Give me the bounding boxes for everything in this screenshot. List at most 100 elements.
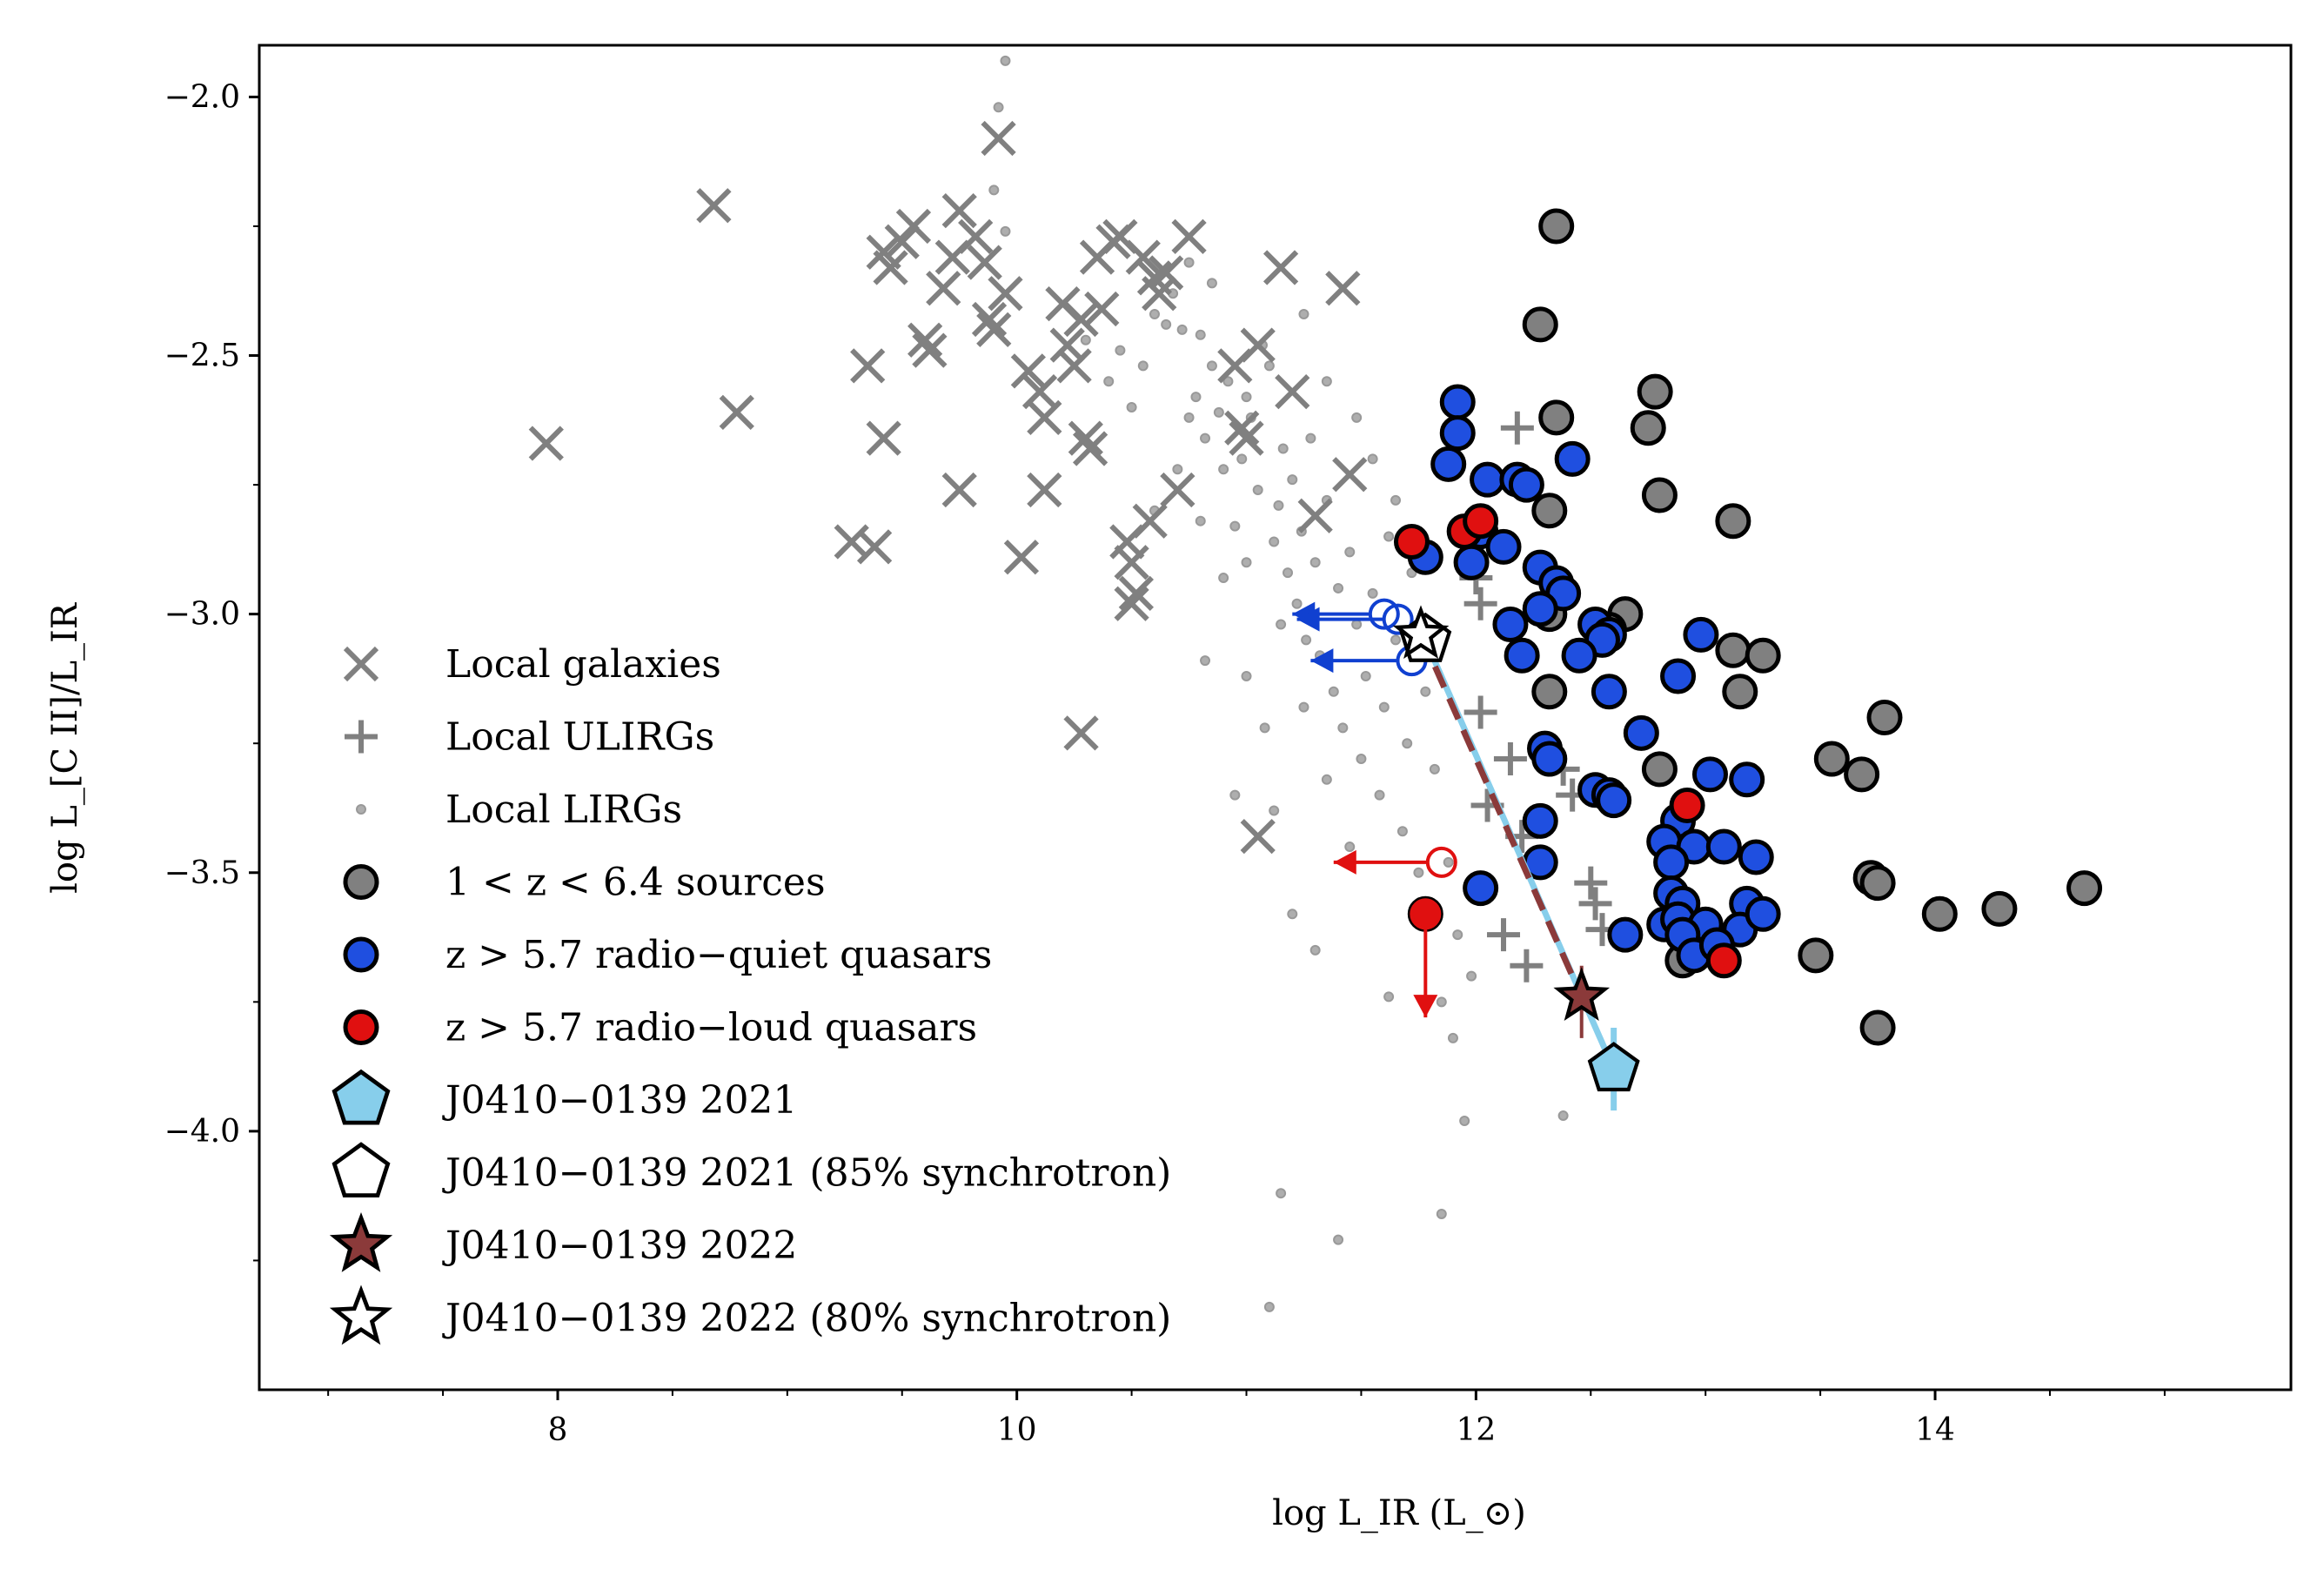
data-point — [1229, 420, 1264, 456]
data-point — [1866, 700, 1903, 735]
data-point — [1844, 756, 1880, 793]
series-j0410-0139-2022-80-synchrotron- — [1392, 605, 1450, 659]
x-stroke — [1068, 420, 1103, 456]
data-point — [1351, 619, 1363, 630]
data-point — [981, 120, 1016, 157]
data-point — [1738, 839, 1774, 875]
data-point — [1010, 353, 1046, 389]
data-point — [1269, 536, 1280, 547]
data-point — [1439, 384, 1476, 420]
data-point — [1715, 632, 1751, 668]
data-point — [1027, 472, 1062, 508]
y-tick-label: −2.0 — [164, 79, 240, 115]
x-stroke — [1027, 399, 1062, 435]
x-stroke — [1240, 819, 1276, 855]
data-point — [1252, 485, 1263, 496]
data-point — [1337, 722, 1349, 734]
data-point — [1171, 218, 1207, 254]
data-point — [1298, 309, 1309, 319]
data-point — [1161, 319, 1172, 330]
data-point — [1522, 802, 1558, 839]
x-stroke — [907, 322, 943, 358]
data-point — [1142, 276, 1177, 312]
data-point — [1623, 714, 1659, 751]
data-point — [967, 245, 1002, 280]
legend-item: J0410−0139 2021 — [332, 1069, 797, 1125]
legend-marker — [343, 646, 379, 682]
data-point — [1436, 996, 1447, 1008]
data-point — [1103, 376, 1115, 387]
data-point — [1574, 866, 1608, 900]
data-point — [1277, 443, 1289, 454]
legend-label: Local LIRGs — [445, 788, 682, 832]
x-stroke — [1027, 472, 1062, 508]
data-point — [1344, 547, 1356, 558]
x-stroke — [866, 234, 901, 270]
data-point — [1745, 895, 1781, 932]
x-stroke — [1056, 348, 1092, 384]
x-stroke — [912, 332, 948, 368]
data-point — [1218, 573, 1229, 584]
data-point — [1301, 634, 1312, 646]
x-stroke — [343, 646, 379, 682]
data-point — [1669, 788, 1705, 824]
data-point — [1309, 557, 1321, 568]
series-local-galaxies — [528, 120, 1368, 855]
data-point — [1072, 431, 1108, 466]
data-point — [1125, 239, 1161, 275]
data-point — [1596, 782, 1632, 819]
data-point — [1531, 741, 1568, 777]
x-stroke — [1275, 374, 1310, 410]
data-point — [1538, 399, 1575, 436]
data-point — [1715, 503, 1751, 540]
data-point — [1485, 528, 1522, 565]
x-stroke — [1114, 545, 1149, 580]
data-point — [1114, 586, 1149, 621]
data-point — [1262, 250, 1299, 285]
x-stroke — [1160, 472, 1195, 508]
data-point — [1241, 392, 1252, 403]
data-point — [1003, 540, 1040, 575]
data-point — [1118, 575, 1154, 612]
data-point — [1291, 598, 1303, 609]
x-stroke — [1063, 301, 1099, 338]
data-point — [941, 193, 977, 229]
data-point — [1183, 257, 1195, 268]
data-point — [696, 188, 732, 224]
data-point — [1859, 865, 1896, 902]
data-point — [1538, 208, 1575, 245]
x-stroke — [941, 472, 977, 508]
data-point — [1328, 686, 1339, 697]
data-point — [1276, 619, 1287, 630]
data-point — [1236, 453, 1248, 465]
x-stroke — [1171, 218, 1207, 254]
data-point — [1183, 412, 1195, 423]
legend-label: J0410−0139 2022 (80% synchrotron) — [442, 1297, 1171, 1341]
x-stroke — [941, 193, 977, 229]
data-point — [1213, 406, 1224, 418]
data-point — [1531, 674, 1568, 710]
x-stroke — [958, 218, 994, 254]
data-point — [1000, 225, 1011, 237]
legend-marker — [345, 720, 378, 754]
data-point — [1283, 567, 1294, 579]
data-point — [1114, 545, 1149, 580]
data-point — [1027, 399, 1062, 435]
data-point — [1263, 360, 1275, 372]
legend-item: Local galaxies — [343, 642, 721, 687]
upper-limit-arrowhead — [1333, 849, 1356, 875]
x-stroke — [926, 271, 961, 306]
data-point — [1653, 844, 1690, 881]
data-point — [1607, 916, 1644, 953]
data-point — [1218, 464, 1229, 475]
data-point — [1332, 457, 1368, 493]
data-point — [1463, 695, 1497, 729]
x-stroke — [1332, 457, 1368, 493]
x-tick-label: 10 — [997, 1412, 1037, 1448]
data-point — [1463, 587, 1497, 620]
legend: Local galaxies Local ULIRGs Local LIRGs 1 <… — [329, 642, 1171, 1345]
data-point — [1309, 944, 1321, 956]
data-point — [1068, 420, 1103, 456]
data-point — [958, 218, 994, 254]
